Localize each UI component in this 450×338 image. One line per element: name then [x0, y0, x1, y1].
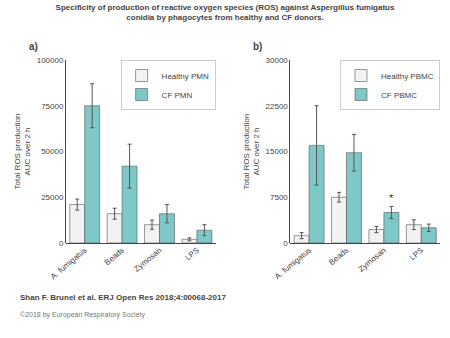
svg-text:CF PBMC: CF PBMC — [381, 91, 417, 100]
svg-text:Beads: Beads — [103, 246, 126, 267]
svg-text:©2018 by European Respiratory: ©2018 by European Respiratory Society — [20, 311, 146, 319]
svg-text:b): b) — [253, 41, 262, 52]
svg-text:Specificity of production of r: Specificity of production of reactive ox… — [56, 3, 395, 22]
svg-text:LPS: LPS — [183, 246, 200, 263]
svg-text:7500: 7500 — [270, 193, 288, 202]
svg-text:Total ROS productionAUC over 2: Total ROS productionAUC over 2 h — [242, 113, 261, 189]
svg-text:Healthy PBMC: Healthy PBMC — [381, 72, 434, 81]
svg-text:*: * — [389, 192, 394, 204]
svg-text:A. fumigatus: A. fumigatus — [273, 246, 313, 281]
svg-text:22500: 22500 — [266, 102, 289, 111]
svg-text:50000: 50000 — [41, 147, 64, 156]
svg-text:Shan F. Brunel et al. ERJ Open: Shan F. Brunel et al. ERJ Open Res 2018;… — [20, 293, 226, 302]
svg-text:25000: 25000 — [41, 193, 64, 202]
svg-text:a): a) — [29, 41, 38, 52]
svg-text:CF PMN: CF PMN — [162, 91, 193, 100]
svg-text:Zymosan: Zymosan — [132, 246, 163, 274]
svg-text:75000: 75000 — [41, 102, 64, 111]
svg-text:Healthy PMN: Healthy PMN — [162, 72, 209, 81]
svg-text:Total ROS productionAUC over 2: Total ROS productionAUC over 2 h — [13, 113, 32, 189]
svg-text:15000: 15000 — [266, 147, 289, 156]
svg-text:100000: 100000 — [37, 56, 64, 65]
svg-text:Beads: Beads — [327, 246, 350, 267]
svg-text:0: 0 — [59, 239, 64, 248]
svg-text:0: 0 — [283, 239, 288, 248]
svg-text:Zymosan: Zymosan — [357, 246, 388, 274]
svg-text:LPS: LPS — [408, 246, 425, 263]
svg-text:A. fumigatus: A. fumigatus — [49, 246, 89, 281]
svg-text:30000: 30000 — [266, 56, 289, 65]
